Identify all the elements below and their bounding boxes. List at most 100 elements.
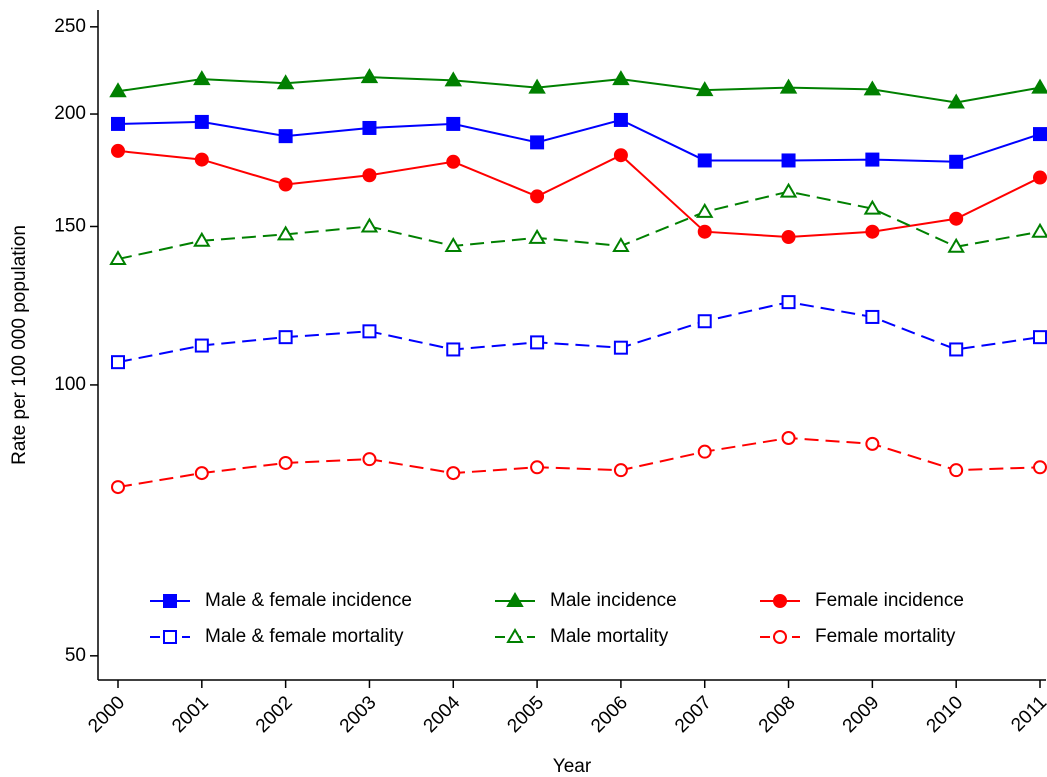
data-point (362, 168, 377, 183)
legend-marker (163, 630, 177, 644)
data-point (276, 225, 295, 241)
data-point (193, 231, 211, 247)
legend-marker (773, 594, 787, 608)
y-tick-label: 250 (54, 16, 86, 37)
data-point (444, 236, 463, 252)
data-point (697, 224, 712, 239)
data-point (612, 236, 630, 252)
series-line (117, 437, 1041, 489)
legend-label: Male & female mortality (205, 626, 404, 647)
x-tick-label: 2006 (587, 692, 632, 737)
legend-marker (506, 592, 524, 607)
data-point (530, 460, 545, 475)
data-point (781, 230, 796, 245)
data-point (194, 114, 209, 129)
x-tick-label: 2003 (336, 692, 381, 737)
data-point (695, 202, 714, 218)
series-line (117, 149, 1041, 239)
data-point (947, 93, 965, 109)
y-tick-label: 50 (65, 645, 86, 666)
data-point (530, 335, 545, 350)
data-point (362, 120, 377, 135)
data-point (949, 154, 964, 169)
x-tick-label: 2000 (84, 692, 129, 737)
data-point (1033, 127, 1047, 142)
data-point (111, 116, 125, 131)
data-point (278, 455, 293, 470)
data-point (697, 153, 712, 168)
data-point (530, 135, 545, 150)
data-point (781, 431, 796, 446)
series-line (117, 118, 1041, 163)
data-point (362, 452, 377, 467)
data-point (697, 444, 712, 459)
data-point (528, 78, 546, 94)
x-tick-label: 2009 (839, 692, 884, 737)
data-point (865, 436, 880, 451)
data-point (530, 189, 545, 204)
data-point (193, 70, 211, 86)
x-tick-label: 2004 (420, 692, 465, 737)
x-tick-label: 2011 (1007, 692, 1047, 736)
data-point (613, 463, 628, 478)
data-point (528, 228, 546, 244)
legend-label: Male & female incidence (205, 590, 412, 611)
data-point (779, 182, 798, 198)
data-point (111, 143, 125, 158)
data-point (444, 71, 463, 87)
data-point (613, 148, 628, 163)
data-point (446, 466, 461, 481)
x-tick-label: 2008 (755, 692, 800, 737)
data-point (446, 154, 461, 169)
data-point (865, 152, 880, 167)
data-point (360, 68, 379, 84)
data-point (1031, 78, 1047, 94)
y-tick-label: 150 (54, 215, 86, 236)
legend-label: Male mortality (550, 626, 669, 647)
data-point (949, 211, 964, 226)
data-point (1033, 170, 1047, 185)
data-point (947, 237, 965, 253)
data-point (446, 342, 461, 357)
x-tick-label: 2001 (168, 692, 213, 737)
y-tick-label: 200 (54, 103, 86, 124)
data-point (446, 116, 461, 131)
data-point (276, 74, 295, 90)
data-point (612, 70, 630, 86)
data-point (194, 152, 209, 167)
legend-marker (506, 628, 524, 643)
data-point (1033, 460, 1047, 475)
x-tick-label: 2005 (503, 692, 548, 737)
data-point (863, 80, 882, 96)
data-point (109, 82, 127, 98)
legend-marker (163, 594, 177, 608)
legend-marker (773, 630, 787, 644)
series-line (117, 190, 1041, 261)
legend-label: Female incidence (815, 590, 964, 611)
data-point (194, 338, 209, 353)
data-point (109, 250, 127, 266)
y-axis-title: Rate per 100 000 population (9, 225, 30, 465)
legend-label: Female mortality (815, 626, 956, 647)
data-point (863, 199, 882, 215)
data-point (111, 480, 125, 495)
data-point (779, 78, 798, 94)
data-point (697, 314, 712, 329)
legend-label: Male incidence (550, 590, 677, 611)
data-point (781, 295, 796, 310)
data-point (1031, 222, 1047, 238)
series-line (117, 76, 1041, 104)
x-axis-title: Year (553, 756, 592, 777)
data-point (949, 342, 964, 357)
data-point (613, 112, 628, 127)
data-point (865, 309, 880, 324)
data-point (613, 340, 628, 355)
x-tick-label: 2010 (923, 692, 968, 737)
data-point (278, 330, 293, 345)
data-point (360, 217, 379, 233)
y-tick-label: 100 (54, 374, 86, 395)
data-point (865, 224, 880, 239)
x-tick-label: 2007 (671, 692, 716, 737)
data-point (949, 463, 964, 478)
